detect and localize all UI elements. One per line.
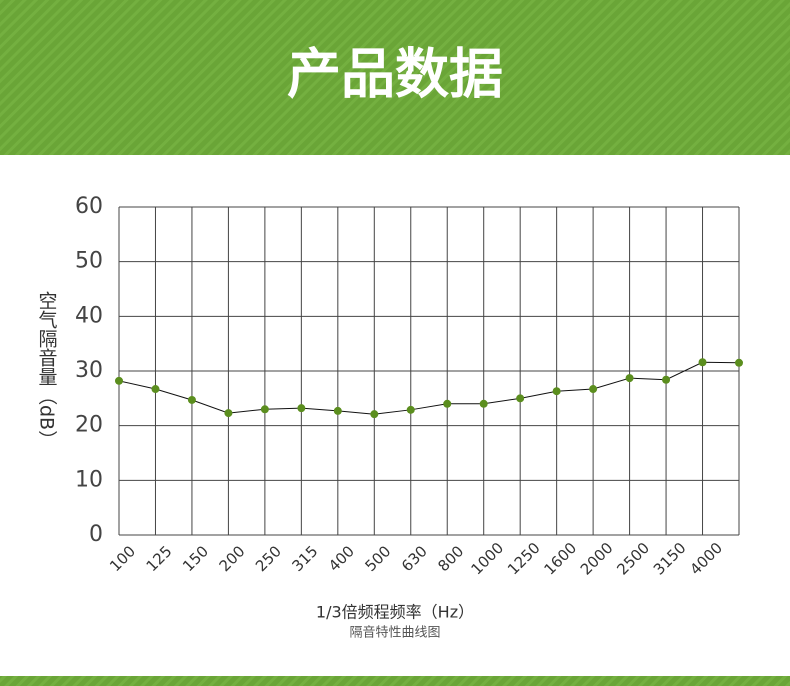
data-point bbox=[370, 410, 379, 419]
data-point bbox=[662, 375, 671, 384]
data-point bbox=[625, 374, 634, 383]
data-point bbox=[698, 358, 707, 367]
y-tick-label: 40 bbox=[75, 303, 103, 328]
x-tick-label: 100 bbox=[106, 542, 139, 575]
y-tick-label: 30 bbox=[75, 358, 103, 383]
data-point bbox=[443, 399, 452, 408]
y-tick-label: 50 bbox=[75, 249, 103, 274]
data-point bbox=[115, 376, 123, 385]
y-axis-label: 空气隔音量（dB） bbox=[36, 291, 58, 449]
x-tick-label: 4000 bbox=[686, 539, 726, 579]
data-point bbox=[479, 399, 488, 408]
subtitle: 隔音特性曲线图 bbox=[349, 625, 440, 641]
data-point bbox=[552, 387, 561, 396]
y-tick-label: 20 bbox=[75, 413, 103, 438]
x-tick-label: 3150 bbox=[650, 539, 690, 579]
x-tick-label: 1000 bbox=[467, 539, 507, 579]
data-point bbox=[406, 405, 415, 414]
chart-title: 产品数据 bbox=[287, 43, 503, 106]
footer-band bbox=[0, 676, 790, 686]
header-band bbox=[0, 0, 790, 155]
data-point bbox=[151, 385, 160, 394]
data-point bbox=[260, 405, 269, 414]
y-tick-label: 10 bbox=[75, 467, 103, 492]
x-tick-label: 1600 bbox=[540, 539, 580, 579]
x-tick-label: 150 bbox=[179, 542, 212, 575]
data-line bbox=[118, 361, 740, 415]
data-point bbox=[224, 409, 233, 418]
x-tick-label: 315 bbox=[289, 542, 322, 575]
x-tick-label: 125 bbox=[143, 542, 176, 575]
data-point bbox=[297, 404, 306, 413]
x-tick-label: 400 bbox=[325, 542, 358, 575]
x-tick-label: 2500 bbox=[613, 539, 653, 579]
x-axis-label: 1/3倍频程频率（Hz） bbox=[316, 603, 474, 622]
x-tick-label: 630 bbox=[398, 542, 431, 575]
data-point bbox=[516, 394, 525, 403]
data-point bbox=[333, 406, 342, 415]
x-tick-label: 800 bbox=[434, 542, 467, 575]
y-tick-label: 60 bbox=[75, 194, 103, 219]
data-point bbox=[589, 385, 598, 394]
x-tick-label: 500 bbox=[361, 542, 394, 575]
data-point bbox=[187, 395, 196, 404]
y-tick-label: 0 bbox=[89, 522, 103, 547]
x-tick-label: 2000 bbox=[577, 539, 617, 579]
data-point bbox=[735, 358, 743, 367]
x-tick-label: 250 bbox=[252, 542, 285, 575]
x-tick-label: 200 bbox=[216, 542, 249, 575]
x-tick-label: 1250 bbox=[504, 539, 544, 579]
